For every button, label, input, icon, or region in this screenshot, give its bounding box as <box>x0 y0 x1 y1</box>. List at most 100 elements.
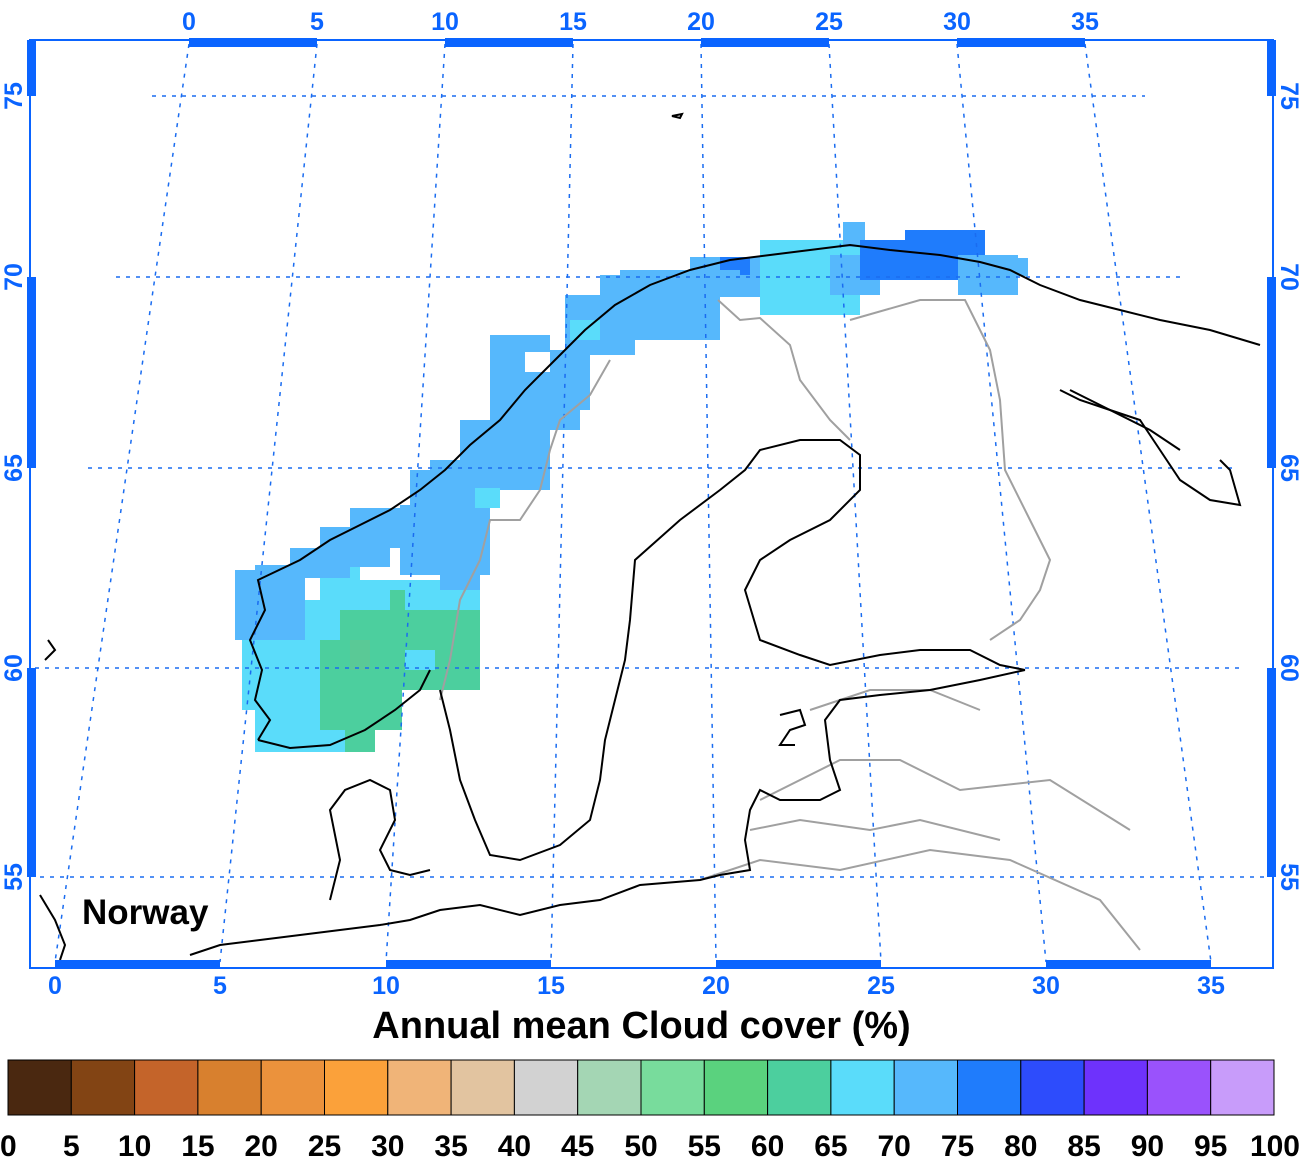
colorbar-swatch <box>513 1059 579 1116</box>
colorbar-swatch <box>1083 1059 1148 1116</box>
colorbar-tick-label: 5 <box>63 1130 80 1163</box>
frame-bar-top <box>445 38 573 47</box>
frame-bar-right <box>1267 40 1276 96</box>
top-lon-label: 5 <box>310 8 324 36</box>
colorbar-tick-label: 85 <box>1067 1130 1100 1163</box>
frame-bar-bottom <box>386 960 551 969</box>
left-lat-label: 55 <box>0 863 28 891</box>
bottom-lon-label: 5 <box>213 972 227 1000</box>
data-cell <box>405 650 435 670</box>
top-lon-label: 15 <box>559 8 587 36</box>
colorbar-tick-label: 35 <box>434 1130 467 1163</box>
data-cell <box>390 590 405 610</box>
top-longitude-labels: 0 5 10 15 20 25 30 35 <box>182 8 1099 36</box>
data-cell <box>345 730 375 752</box>
colorbar-tick-label: 100 <box>1250 1130 1300 1163</box>
top-lon-label: 30 <box>943 8 971 36</box>
data-cell <box>475 488 500 508</box>
colorbar-tick-label: 0 <box>0 1130 17 1163</box>
colorbar-tick-label: 90 <box>1131 1130 1164 1163</box>
data-cell <box>1000 258 1028 276</box>
data-cell <box>440 560 480 590</box>
frame-bar-bottom <box>716 960 881 969</box>
frame-bar-left <box>27 277 36 468</box>
colorbar-swatch <box>387 1059 452 1116</box>
colorbar-swatch <box>324 1059 389 1116</box>
region-label: Norway <box>82 893 209 932</box>
left-lat-label: 75 <box>0 82 28 110</box>
left-lat-label: 70 <box>0 263 28 291</box>
top-lon-label: 35 <box>1071 8 1099 36</box>
colorbar-tick-label: 80 <box>1004 1130 1037 1163</box>
data-cell <box>843 222 865 247</box>
right-lat-label: 60 <box>1275 654 1300 682</box>
frame-bar-bottom <box>1046 960 1211 969</box>
left-latitude-labels: 75 70 65 60 55 <box>0 82 28 891</box>
colorbar-tick-label: 70 <box>878 1130 911 1163</box>
data-cell <box>322 690 402 730</box>
data-cell <box>255 565 295 585</box>
bottom-lon-label: 0 <box>48 972 62 1000</box>
bottom-lon-label: 35 <box>1197 972 1225 1000</box>
colorbar-swatch <box>893 1059 959 1116</box>
left-lat-label: 60 <box>0 654 28 682</box>
top-lon-label: 25 <box>815 8 843 36</box>
data-cell <box>960 280 1000 295</box>
bottom-lon-label: 30 <box>1032 972 1060 1000</box>
bottom-longitude-labels: 0 5 10 15 20 25 30 35 <box>48 972 1225 1000</box>
right-latitude-labels: 75 70 65 60 55 <box>1275 82 1300 891</box>
bottom-lon-label: 15 <box>537 972 565 1000</box>
colorbar-tick-label: 50 <box>624 1130 657 1163</box>
frame-bar-top <box>957 38 1085 47</box>
bottom-lon-label: 20 <box>702 972 730 1000</box>
map-title: Annual mean Cloud cover (%) <box>372 1005 911 1047</box>
colorbar-swatch <box>957 1059 1022 1116</box>
colorbar-tick-label: 10 <box>118 1130 151 1163</box>
data-cell <box>700 270 740 295</box>
colorbar-tick-label: 40 <box>498 1130 531 1163</box>
colorbar-swatch <box>450 1059 515 1116</box>
colorbar-tick-label: 65 <box>814 1130 847 1163</box>
frame-bar-bottom <box>55 960 220 969</box>
colorbar-swatch <box>7 1059 72 1116</box>
map-frame <box>29 39 1274 969</box>
frame-bar-right <box>1267 277 1276 468</box>
colorbar-tick-label: 30 <box>371 1130 404 1163</box>
colorbar-swatch <box>134 1059 199 1116</box>
graticule <box>35 43 1270 963</box>
colorbar-swatch <box>577 1059 642 1116</box>
bottom-lon-label: 25 <box>867 972 895 1000</box>
frame-bar-right <box>1267 668 1276 877</box>
colorbar-swatch <box>830 1059 895 1116</box>
colorbar-swatch <box>1210 1059 1275 1116</box>
colorbar-tick-label: 20 <box>245 1130 278 1163</box>
right-lat-label: 70 <box>1275 263 1300 291</box>
data-cell <box>525 352 550 372</box>
cloud-cover-field <box>235 222 1028 752</box>
bottom-lon-label: 10 <box>372 972 400 1000</box>
colorbar-swatch <box>1146 1059 1212 1116</box>
top-lon-label: 0 <box>182 8 196 36</box>
top-lon-label: 20 <box>687 8 715 36</box>
data-cell <box>460 420 550 490</box>
frame-bar-left <box>27 40 36 96</box>
colorbar-tick-label: 15 <box>181 1130 214 1163</box>
right-lat-label: 65 <box>1275 454 1300 482</box>
data-cell <box>350 640 370 670</box>
left-lat-label: 65 <box>0 454 28 482</box>
frame-checker-bars <box>27 38 1276 969</box>
colorbar-swatch <box>1020 1059 1085 1116</box>
colorbar-swatch <box>640 1059 705 1116</box>
right-lat-label: 55 <box>1275 863 1300 891</box>
colorbar-tick-label: 95 <box>1194 1130 1227 1163</box>
frame-bar-left <box>27 668 36 877</box>
colorbar-tick-label: 45 <box>561 1130 594 1163</box>
coastlines <box>39 112 1261 961</box>
top-lon-label: 10 <box>431 8 459 36</box>
colorbar-swatch <box>260 1059 326 1116</box>
colorbar <box>7 1059 1275 1116</box>
colorbar-swatch <box>703 1059 769 1116</box>
colorbar-tick-label: 55 <box>688 1130 721 1163</box>
frame-bar-top <box>701 38 829 47</box>
